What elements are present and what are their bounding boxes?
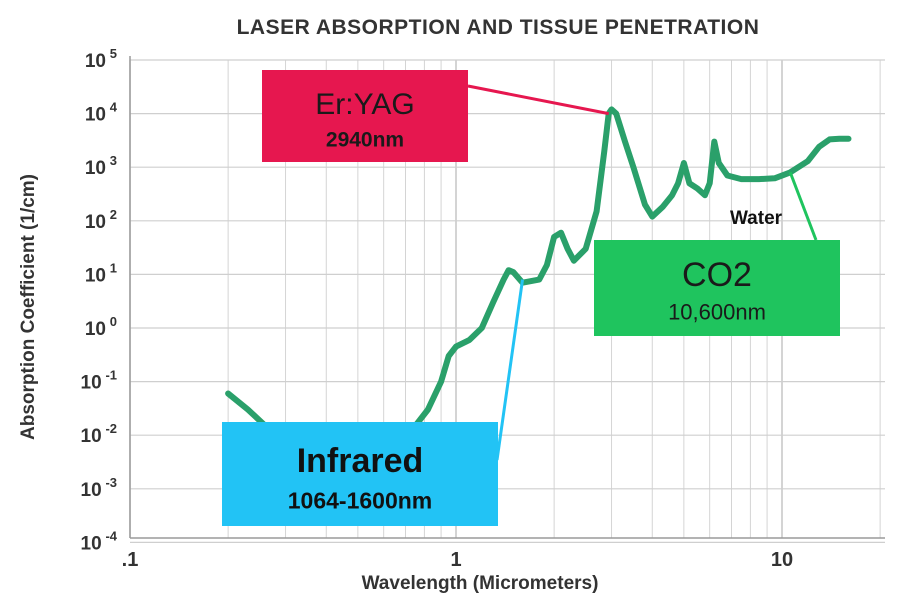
callout-subtitle: 10,600nm <box>668 300 766 325</box>
x-tick-label: 1 <box>450 549 461 571</box>
callout-subtitle: 2940nm <box>326 128 404 151</box>
callout-title: Infrared <box>297 442 424 480</box>
y-tick-label: 10 3 <box>85 153 117 179</box>
callout-title: CO2 <box>682 256 752 294</box>
callout-box <box>222 422 498 526</box>
callout-leader-line <box>467 84 609 116</box>
y-tick-label: 10 -4 <box>81 528 118 554</box>
y-tick-label: 10 -1 <box>81 368 118 394</box>
callout-title: Er:YAG <box>315 88 414 121</box>
chart-axes <box>129 56 885 539</box>
callout-leader-line <box>788 171 818 241</box>
series-line-water <box>225 106 852 460</box>
callout-box <box>262 70 468 162</box>
x-tick-labels: .1 1 10 <box>122 549 793 571</box>
y-tick-label: 10 1 <box>85 260 117 286</box>
y-axis-label: Absorption Coefficient (1/cm) <box>18 174 39 440</box>
callout-note: Water <box>730 208 783 229</box>
x-tick-label: 10 <box>771 549 793 571</box>
callout-subtitle: 1064-1600nm <box>288 487 433 513</box>
y-tick-label: 10 0 <box>85 314 117 340</box>
y-tick-label: 10 -3 <box>81 475 118 501</box>
chart-title: LASER ABSORPTION AND TISSUE PENETRATION <box>237 16 760 39</box>
x-tick-label: .1 <box>122 549 139 571</box>
callout-leader-line <box>495 279 525 461</box>
y-tick-label: 10 4 <box>85 100 118 126</box>
callout-box <box>594 240 840 336</box>
y-tick-labels: 10 5 10 4 10 3 10 2 10 1 10 0 10 -1 10 -2 10 -3 1… <box>81 46 118 554</box>
chart-annotations: Er:YAG 2940nm CO2 10,600nm Water Infrared 1064… <box>222 70 840 526</box>
chart-series <box>225 106 852 460</box>
y-tick-label: 10 -2 <box>81 421 118 447</box>
x-axis-label: Wavelength (Micrometers) <box>362 573 599 594</box>
y-tick-label: 10 5 <box>85 46 117 72</box>
y-tick-label: 10 2 <box>85 207 117 233</box>
